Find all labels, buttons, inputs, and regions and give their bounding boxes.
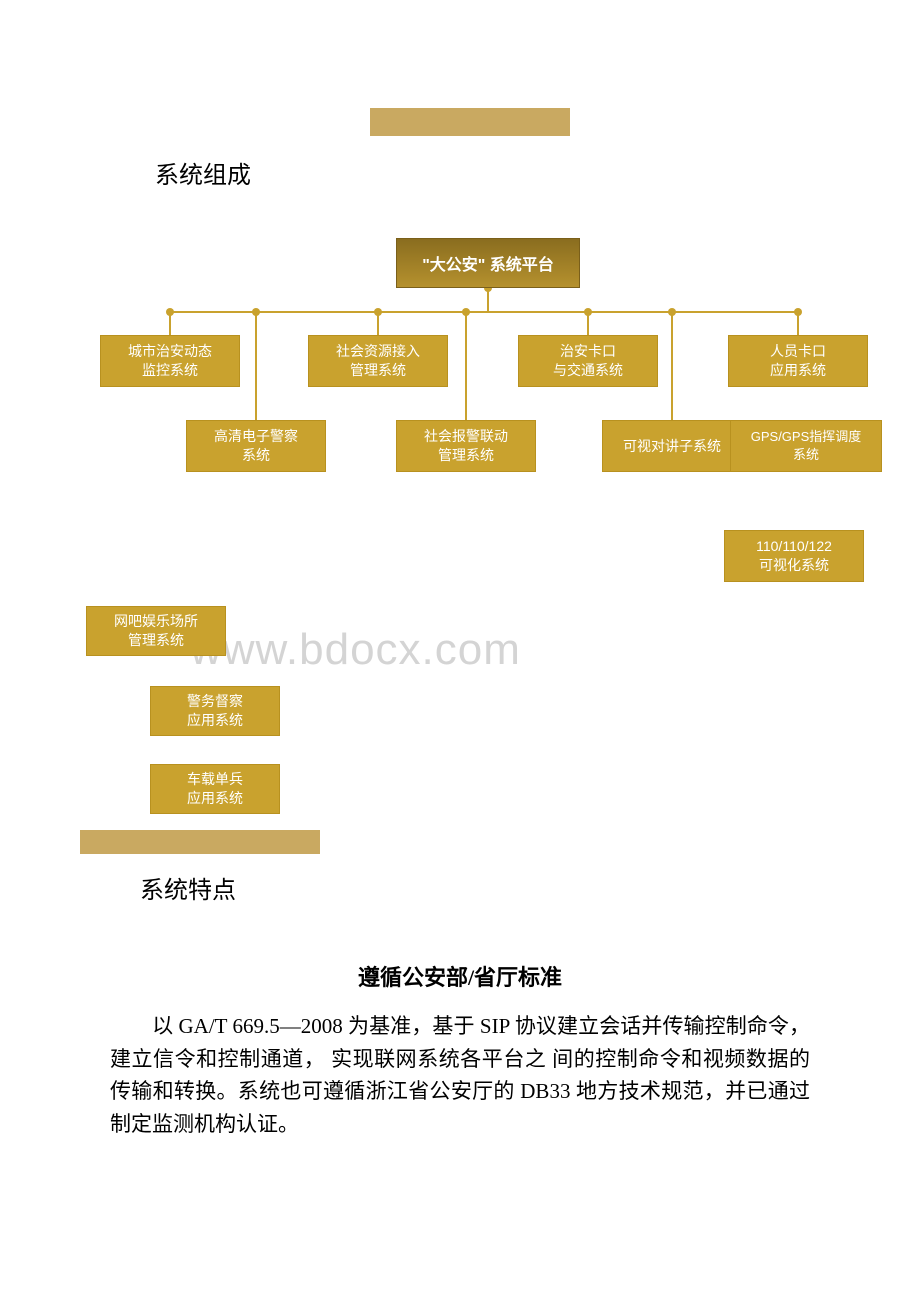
node-label: 警务督察应用系统 xyxy=(187,692,243,730)
mid-accent-bar xyxy=(80,830,320,854)
node-label: GPS/GPS指挥调度系统 xyxy=(751,428,862,463)
top-accent-bar xyxy=(370,108,570,136)
node-label: 网吧娱乐场所管理系统 xyxy=(114,612,198,650)
node-label: 社会报警联动管理系统 xyxy=(424,427,508,465)
node-personnel-gate: 人员卡口应用系统 xyxy=(728,335,868,387)
node-gps-dispatch: GPS/GPS指挥调度系统 xyxy=(730,420,882,472)
node-110-visual: 110/110/122可视化系统 xyxy=(724,530,864,582)
node-city-security: 城市治安动态监控系统 xyxy=(100,335,240,387)
node-label: 车载单兵应用系统 xyxy=(187,770,243,808)
node-security-traffic: 治安卡口与交通系统 xyxy=(518,335,658,387)
node-police-supervise: 警务督察应用系统 xyxy=(150,686,280,736)
section-title-composition: 系统组成 xyxy=(155,155,251,190)
node-label: 可视对讲子系统 xyxy=(623,437,721,456)
section-title-features: 系统特点 xyxy=(140,870,236,905)
node-label: 人员卡口应用系统 xyxy=(770,342,826,380)
body-paragraph: 以 GA/T 669.5—2008 为基准，基于 SIP 协议建立会话并传输控制… xyxy=(110,1010,810,1140)
org-chart-diagram: "大公安" 系统平台 城市治安动态监控系统 社会资源接入管理系统 治安卡口与交通… xyxy=(80,230,860,850)
node-label: 城市治安动态监控系统 xyxy=(128,342,212,380)
node-label: 社会资源接入管理系统 xyxy=(336,342,420,380)
node-social-alarm: 社会报警联动管理系统 xyxy=(396,420,536,472)
node-label: 治安卡口与交通系统 xyxy=(553,342,623,380)
node-label: 高清电子警察系统 xyxy=(214,427,298,465)
root-node: "大公安" 系统平台 xyxy=(396,238,580,288)
node-social-resource: 社会资源接入管理系统 xyxy=(308,335,448,387)
node-hd-police: 高清电子警察系统 xyxy=(186,420,326,472)
subheading-standards: 遵循公安部/省厅标准 xyxy=(0,960,920,992)
body-text: 以 GA/T 669.5—2008 为基准，基于 SIP 协议建立会话并传输控制… xyxy=(110,1014,810,1136)
root-node-label: "大公安" 系统平台 xyxy=(422,251,554,275)
node-vehicle-soldier: 车载单兵应用系统 xyxy=(150,764,280,814)
node-netbar: 网吧娱乐场所管理系统 xyxy=(86,606,226,656)
node-video-intercom: 可视对讲子系统 xyxy=(602,420,742,472)
node-label: 110/110/122可视化系统 xyxy=(756,537,832,575)
